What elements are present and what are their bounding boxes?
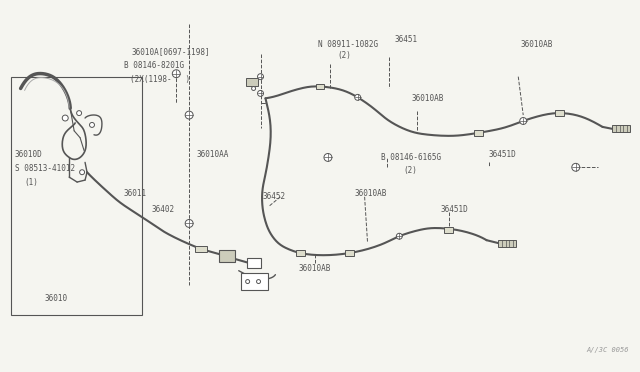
Bar xyxy=(246,258,260,268)
Text: 36010AB: 36010AB xyxy=(520,40,552,49)
Text: 36011: 36011 xyxy=(124,189,147,198)
Circle shape xyxy=(572,163,580,171)
Bar xyxy=(11,77,141,315)
Text: 36402: 36402 xyxy=(152,205,175,214)
Text: (2): (2) xyxy=(403,166,417,175)
Text: 36010AB: 36010AB xyxy=(298,264,331,273)
Circle shape xyxy=(396,233,403,239)
Bar xyxy=(195,246,207,253)
Text: 36010A[0697-1198]: 36010A[0697-1198] xyxy=(132,48,211,57)
Text: 36452: 36452 xyxy=(262,192,285,201)
Bar xyxy=(246,78,257,86)
Bar xyxy=(241,273,268,291)
Bar xyxy=(444,227,453,233)
Circle shape xyxy=(62,115,68,121)
Text: 36010AA: 36010AA xyxy=(196,150,228,159)
Circle shape xyxy=(79,170,84,175)
Circle shape xyxy=(185,219,193,227)
Text: 36451D: 36451D xyxy=(488,150,516,159)
Text: (2X(1198-   ): (2X(1198- ) xyxy=(130,75,190,84)
Circle shape xyxy=(77,110,81,116)
Circle shape xyxy=(246,280,250,283)
Text: (2): (2) xyxy=(338,51,352,61)
Circle shape xyxy=(257,90,264,96)
Text: 36010D: 36010D xyxy=(15,150,42,159)
Text: 36451: 36451 xyxy=(394,35,417,44)
Circle shape xyxy=(257,74,264,80)
Bar xyxy=(556,110,564,116)
Bar xyxy=(612,125,630,132)
Circle shape xyxy=(172,70,180,78)
Bar xyxy=(296,250,305,256)
Bar xyxy=(316,84,324,89)
Text: B 08146-8201G: B 08146-8201G xyxy=(124,61,184,70)
Text: A//3C 0056: A//3C 0056 xyxy=(587,347,629,353)
Circle shape xyxy=(257,280,260,283)
Text: 36010AB: 36010AB xyxy=(355,189,387,198)
Text: 36451D: 36451D xyxy=(441,205,468,214)
Circle shape xyxy=(324,154,332,161)
Bar xyxy=(474,130,483,136)
Circle shape xyxy=(252,87,255,90)
Text: 36010: 36010 xyxy=(44,294,68,303)
Text: N 08911-1082G: N 08911-1082G xyxy=(318,40,378,49)
Text: (1): (1) xyxy=(24,177,38,187)
Text: S 08513-41012: S 08513-41012 xyxy=(15,164,75,173)
Circle shape xyxy=(90,122,95,127)
Circle shape xyxy=(355,94,361,100)
Text: 36010AB: 36010AB xyxy=(412,94,444,103)
Bar xyxy=(219,250,235,262)
Bar xyxy=(499,240,516,247)
Bar xyxy=(345,250,354,256)
Text: B 08146-6165G: B 08146-6165G xyxy=(381,153,442,162)
Circle shape xyxy=(185,111,193,119)
Circle shape xyxy=(520,118,527,124)
